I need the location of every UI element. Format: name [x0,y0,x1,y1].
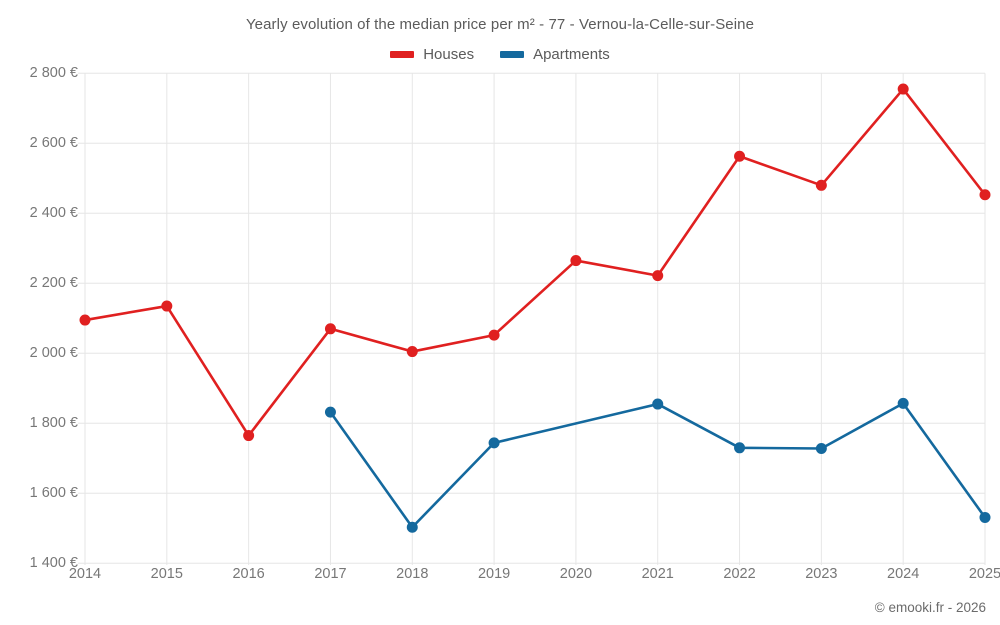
data-point-houses-2016[interactable] [243,430,255,442]
y-axis-tick-label: 2 200 € [29,275,78,292]
x-axis-tick-label: 2021 [641,566,674,582]
y-axis-tick-label: 2 000 € [29,345,78,362]
x-axis-tick-label: 2020 [559,566,593,582]
series-line-apartments [329,402,987,529]
data-point-houses-2024[interactable] [897,83,909,95]
data-point-houses-2021[interactable] [652,270,664,282]
y-axis-labels: 1 400 € 1 600 € 1 800 € 2 000 € 2 200 € 2 400… [0,0,78,625]
y-axis-tick-label: 2 400 € [29,205,78,222]
chart-legend: Houses Apartments [0,46,1000,63]
x-axis-tick-label: 2024 [887,566,920,582]
y-axis-tick-label: 2 800 € [29,65,78,82]
data-point-houses-2015[interactable] [161,300,173,312]
legend-label-houses: Houses [423,46,475,63]
data-point-houses-2023[interactable] [815,179,827,191]
legend-item-apartments[interactable]: Apartments [500,46,610,63]
x-axis-tick-label: 2023 [805,566,838,582]
y-axis-tick-label: 1 600 € [29,485,78,502]
x-axis-tick-label: 2022 [723,566,756,582]
y-axis-tick-label: 1 800 € [29,415,78,432]
data-point-apartments-2017[interactable] [324,406,336,418]
data-point-houses-2025[interactable] [979,189,991,201]
x-axis-tick-label: 2014 [68,566,102,582]
legend-swatch-apartments [500,51,525,58]
data-point-apartments-2019[interactable] [488,437,500,449]
data-point-apartments-2025[interactable] [979,511,991,523]
legend-item-houses[interactable]: Houses [390,46,474,63]
data-point-houses-2019[interactable] [488,329,500,341]
data-point-apartments-2024[interactable] [897,397,909,409]
x-axis-tick-label: 2019 [477,566,511,582]
legend-swatch-houses [390,51,415,58]
data-point-houses-2017[interactable] [324,323,336,335]
x-axis-tick-label: 2016 [232,566,265,582]
data-point-apartments-2021[interactable] [652,398,664,410]
x-axis-tick-label: 2018 [396,566,429,582]
data-point-apartments-2023[interactable] [815,443,827,454]
legend-label-apartments: Apartments [533,46,610,63]
data-point-houses-2014[interactable] [79,314,91,326]
data-point-houses-2018[interactable] [406,346,418,358]
data-point-houses-2020[interactable] [570,255,582,267]
data-point-apartments-2018[interactable] [406,521,418,533]
y-axis-tick-label: 2 600 € [29,135,78,152]
data-point-houses-2022[interactable] [734,150,746,162]
y-axis-tick-label: 1 400 € [29,555,78,572]
series-line-houses [83,87,987,437]
footer-credit: © emooki.fr - 2026 [874,600,986,615]
x-axis-tick-label: 2025 [968,566,1000,582]
data-point-apartments-2022[interactable] [734,442,746,454]
x-axis-tick-label: 2017 [314,566,347,582]
x-axis-tick-label: 2015 [150,566,183,582]
chart-title: Yearly evolution of the median price per… [245,16,755,33]
